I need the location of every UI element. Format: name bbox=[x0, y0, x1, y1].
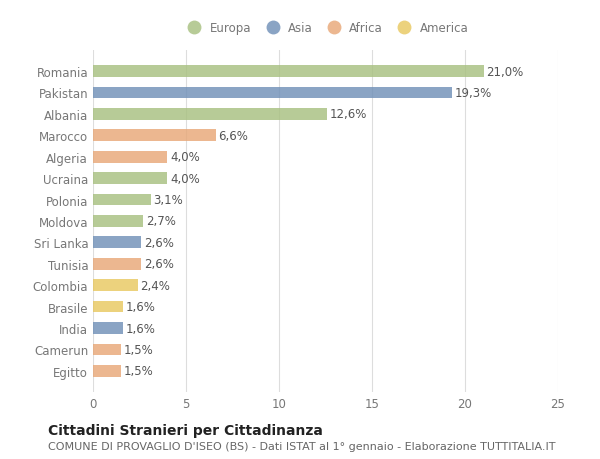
Text: 3,1%: 3,1% bbox=[154, 194, 183, 207]
Text: 12,6%: 12,6% bbox=[330, 108, 368, 121]
Bar bbox=[93, 130, 216, 142]
Bar bbox=[93, 173, 167, 185]
Bar bbox=[93, 301, 123, 313]
Text: 6,6%: 6,6% bbox=[218, 129, 248, 142]
Bar bbox=[93, 237, 142, 249]
Text: 1,5%: 1,5% bbox=[124, 343, 154, 356]
Text: 4,0%: 4,0% bbox=[170, 151, 200, 164]
Bar bbox=[93, 194, 151, 206]
Bar bbox=[93, 66, 484, 78]
Text: 2,4%: 2,4% bbox=[140, 279, 170, 292]
Bar bbox=[93, 151, 167, 163]
Bar bbox=[93, 280, 137, 291]
Bar bbox=[93, 87, 452, 99]
Bar bbox=[93, 216, 143, 227]
Bar bbox=[93, 322, 123, 334]
Text: 2,7%: 2,7% bbox=[146, 215, 176, 228]
Text: 4,0%: 4,0% bbox=[170, 172, 200, 185]
Text: 19,3%: 19,3% bbox=[455, 87, 492, 100]
Text: Cittadini Stranieri per Cittadinanza: Cittadini Stranieri per Cittadinanza bbox=[48, 423, 323, 437]
Bar bbox=[93, 258, 142, 270]
Text: 1,6%: 1,6% bbox=[125, 322, 155, 335]
Legend: Europa, Asia, Africa, America: Europa, Asia, Africa, America bbox=[182, 22, 469, 35]
Text: 21,0%: 21,0% bbox=[487, 66, 524, 78]
Bar bbox=[93, 109, 328, 121]
Text: 1,6%: 1,6% bbox=[125, 301, 155, 313]
Text: 2,6%: 2,6% bbox=[144, 257, 174, 271]
Text: 1,5%: 1,5% bbox=[124, 364, 154, 377]
Bar bbox=[93, 344, 121, 356]
Bar bbox=[93, 365, 121, 377]
Text: COMUNE DI PROVAGLIO D'ISEO (BS) - Dati ISTAT al 1° gennaio - Elaborazione TUTTIT: COMUNE DI PROVAGLIO D'ISEO (BS) - Dati I… bbox=[48, 441, 556, 451]
Text: 2,6%: 2,6% bbox=[144, 236, 174, 249]
